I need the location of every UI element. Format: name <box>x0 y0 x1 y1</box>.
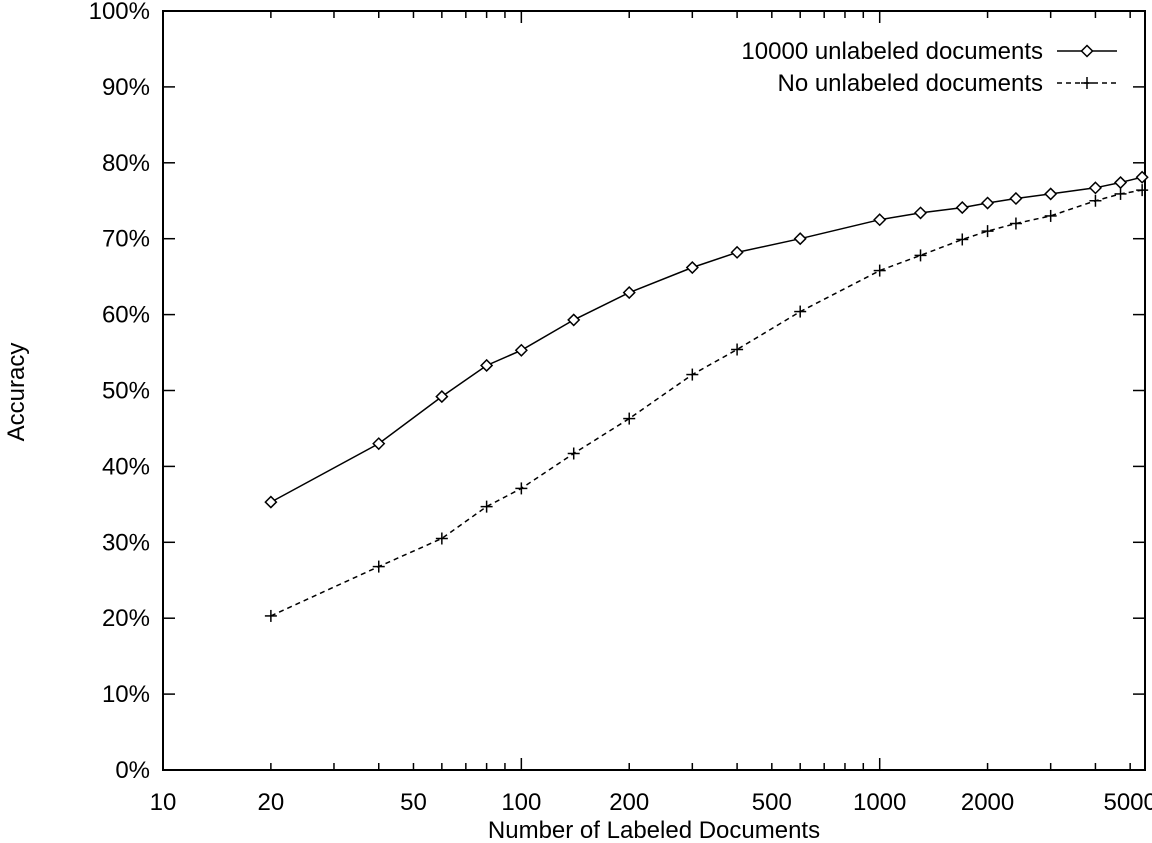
y-tick-label: 30% <box>102 529 150 556</box>
data-point <box>567 447 580 460</box>
x-tick-label: 10 <box>150 789 177 816</box>
data-point <box>873 264 886 277</box>
data-point <box>1114 187 1127 200</box>
x-tick-label: 500 <box>752 789 792 816</box>
data-point <box>514 343 528 357</box>
axis-tick-labels: 0% 10% 20% 30% 40% 50% 60% 70% 80% 90% 100% 10 20 50 1… <box>89 0 1152 816</box>
data-point <box>1135 170 1149 184</box>
data-point <box>567 313 581 327</box>
axis-ticks <box>162 10 1145 771</box>
data-point <box>435 390 449 404</box>
y-tick-label: 90% <box>102 74 150 101</box>
data-point <box>1009 191 1023 206</box>
data-point <box>1009 217 1022 230</box>
plot-frame <box>162 10 1146 771</box>
x-tick-label: 1000 <box>853 789 906 816</box>
x-tick-label: 2000 <box>961 789 1014 816</box>
data-point <box>1089 194 1102 207</box>
legend: 10000 unlabeled documents No unlabeled do… <box>741 38 1117 97</box>
data-point <box>913 206 928 220</box>
data-point <box>955 201 969 215</box>
series-no-unlabeled <box>264 184 1149 622</box>
data-point <box>981 225 994 238</box>
data-point <box>515 482 528 495</box>
legend-label: No unlabeled documents <box>777 70 1043 97</box>
data-point <box>1088 181 1103 195</box>
y-tick-label: 0% <box>115 757 150 784</box>
data-point <box>435 532 448 545</box>
data-point <box>372 560 385 573</box>
data-point <box>264 609 277 622</box>
x-tick-label: 20 <box>258 789 285 816</box>
data-point <box>480 500 493 513</box>
data-point <box>480 358 494 373</box>
data-point <box>731 343 744 356</box>
data-point <box>956 233 969 246</box>
x-tick-label: 200 <box>609 789 649 816</box>
data-point <box>873 213 887 227</box>
series-layer <box>264 170 1149 622</box>
legend-marker <box>1080 44 1094 58</box>
data-point <box>914 249 927 262</box>
data-point <box>793 232 807 246</box>
y-axis-title: Accuracy <box>3 343 30 442</box>
legend-label: 10000 unlabeled documents <box>741 38 1043 65</box>
y-tick-label: 20% <box>102 605 150 632</box>
y-tick-label: 40% <box>102 453 150 480</box>
y-tick-label: 100% <box>89 0 150 25</box>
data-point <box>623 412 636 425</box>
data-point <box>1044 187 1058 201</box>
data-point <box>685 260 699 275</box>
y-tick-label: 50% <box>102 378 150 405</box>
legend-marker <box>1081 77 1093 89</box>
x-axis-title: Number of Labeled Documents <box>488 817 820 843</box>
series-with-unlabeled <box>264 170 1149 509</box>
data-point <box>1044 209 1057 222</box>
y-tick-label: 70% <box>102 226 150 253</box>
data-point <box>730 245 744 259</box>
y-tick-label: 10% <box>102 681 150 708</box>
data-point <box>1136 184 1149 197</box>
series-line <box>270 176 1143 503</box>
data-point <box>981 196 995 210</box>
y-tick-label: 60% <box>102 302 150 329</box>
data-point <box>794 305 807 318</box>
series-line <box>270 189 1143 617</box>
data-point <box>622 286 636 300</box>
data-point <box>372 437 386 451</box>
x-tick-label: 50 <box>400 789 427 816</box>
y-tick-label: 80% <box>102 150 150 177</box>
x-tick-label: 5000 <box>1103 789 1152 816</box>
data-point <box>686 368 699 381</box>
data-point <box>264 495 278 509</box>
x-tick-label: 100 <box>501 789 541 816</box>
data-point <box>1113 175 1128 190</box>
